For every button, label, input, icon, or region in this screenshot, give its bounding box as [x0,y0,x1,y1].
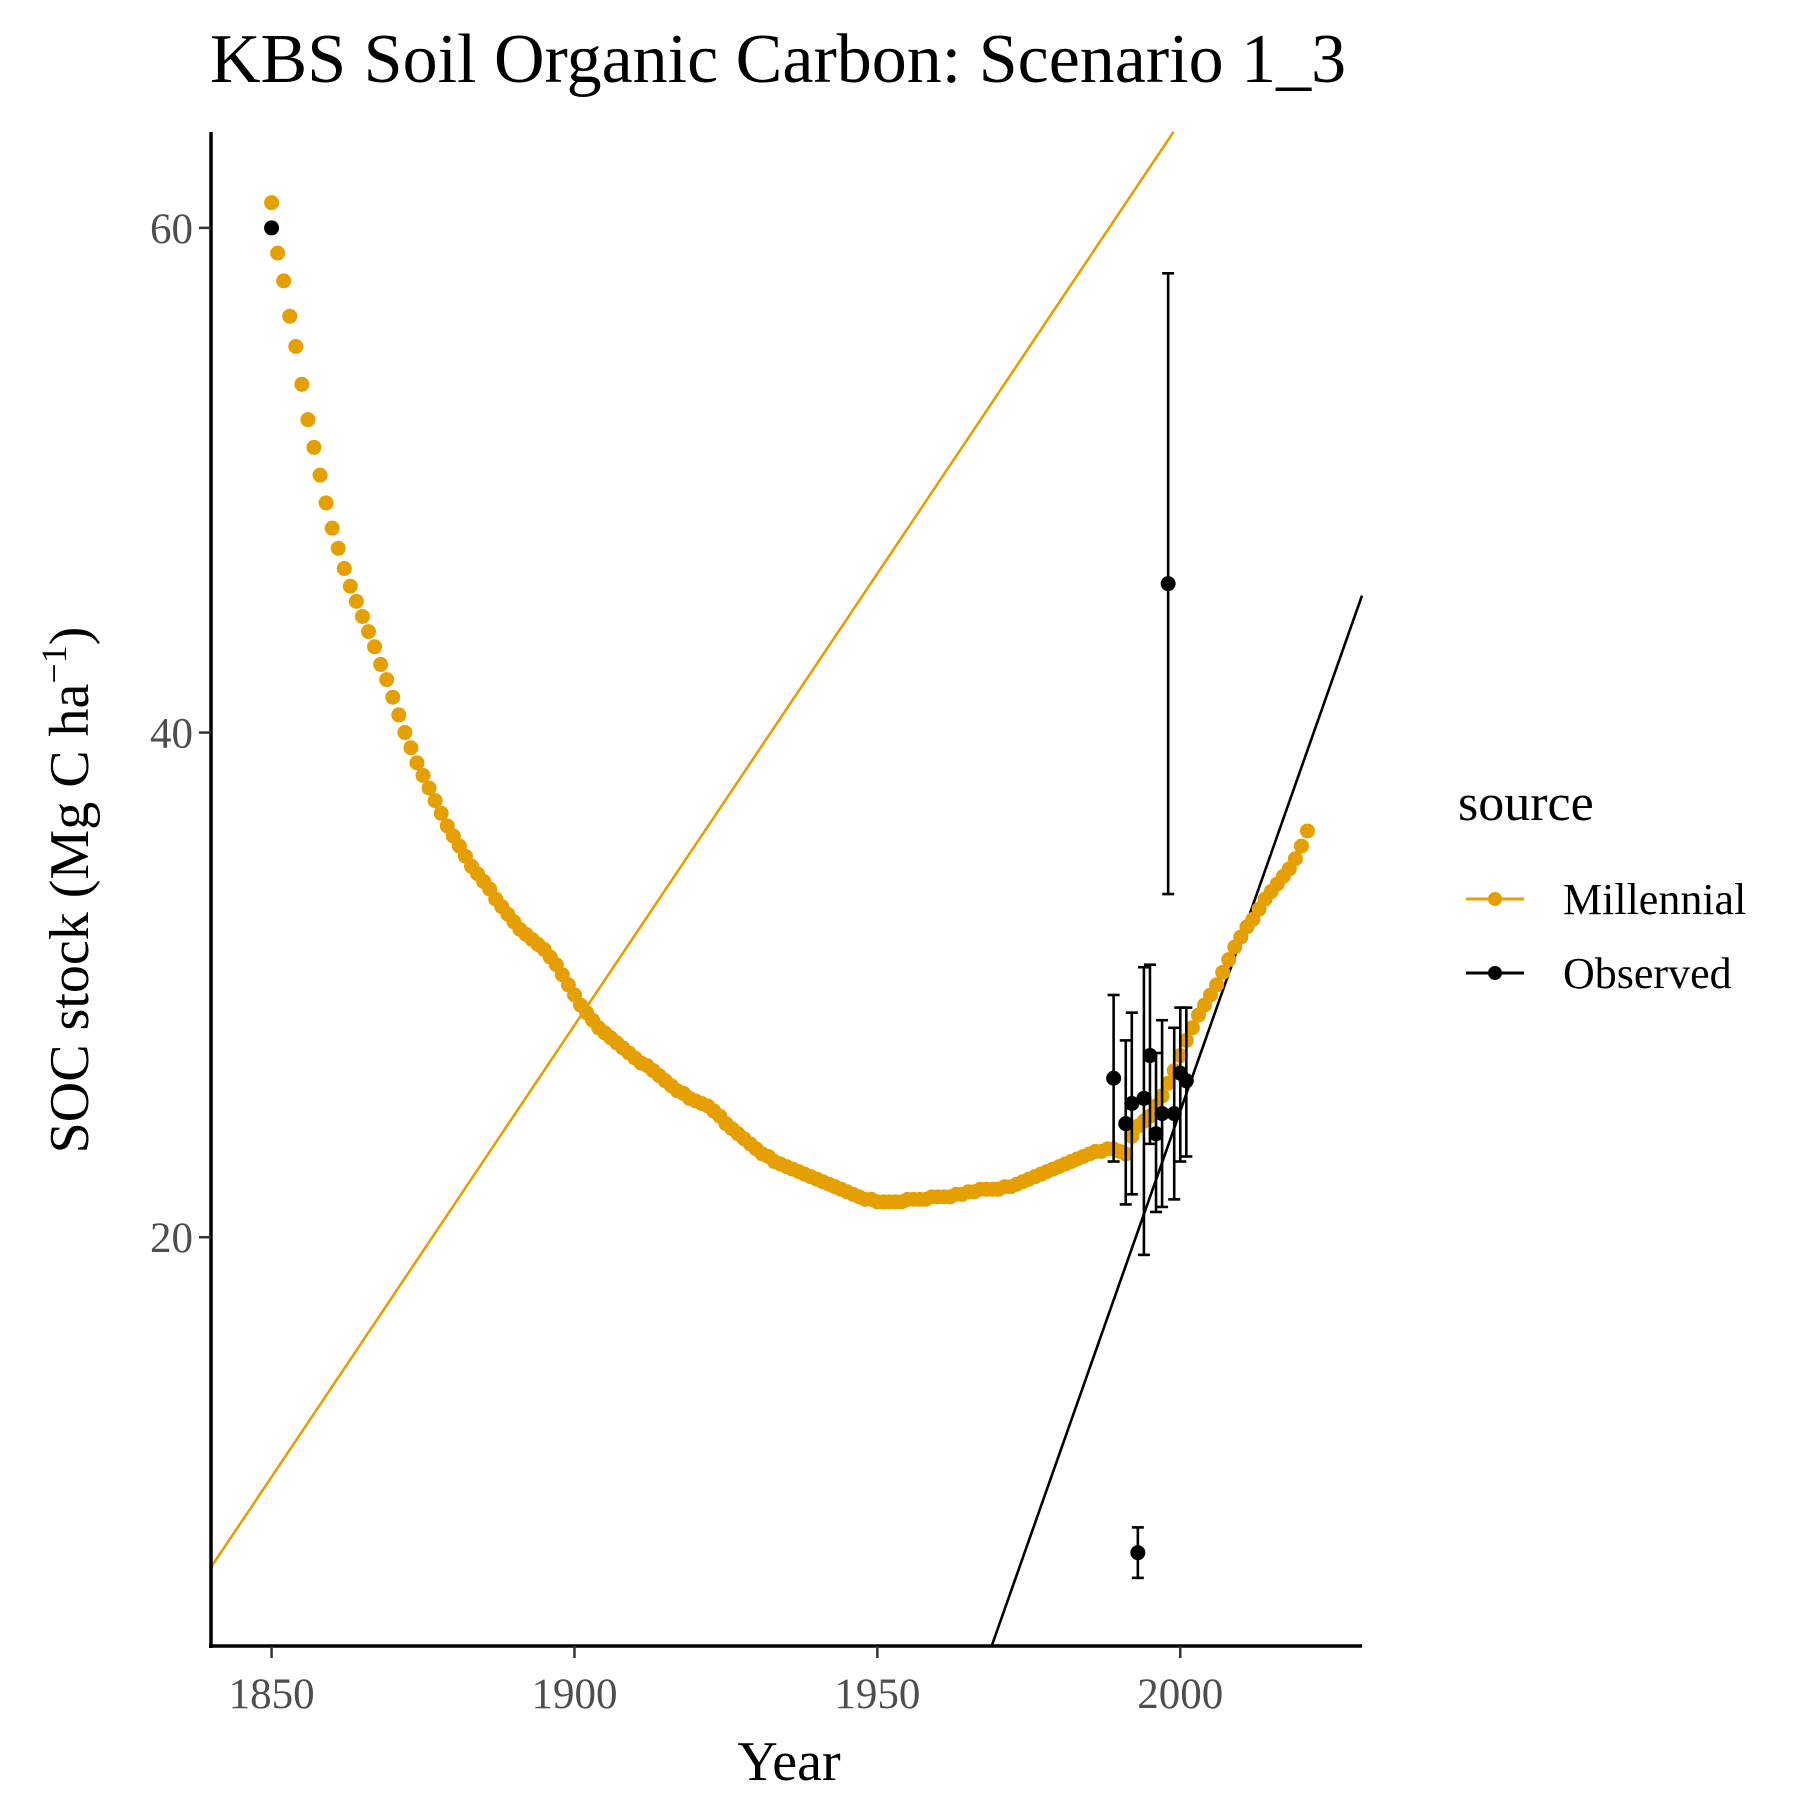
millennial-point [385,689,401,705]
observed-point [1154,1106,1170,1122]
millennial-point [1215,964,1231,980]
y-axis-title-close: ) [39,627,101,646]
millennial-point [354,608,370,624]
millennial-point [391,707,407,723]
millennial-point [288,338,304,354]
millennial-point [403,740,419,756]
millennial-point [324,520,340,536]
millennial-point [433,805,449,821]
millennial-point [342,578,358,594]
millennial-point [409,755,425,771]
legend: source Millennial Observed [1458,775,1746,998]
millennial-point [336,561,352,577]
observed-point [1160,576,1176,592]
millennial-point [270,245,286,261]
millennial-point [1209,977,1225,993]
x-tick-label: 1900 [531,1671,617,1718]
millennial-point [1293,838,1309,854]
observed-point [1166,1106,1182,1122]
plot-area [209,131,1364,1647]
millennial-point [330,540,346,556]
millennial-point [282,308,298,324]
observed-point [264,220,280,236]
legend-key-millennial-point [1488,892,1502,906]
observed-point [1130,1545,1146,1561]
millennial-point [348,593,364,609]
observed-point [1106,1070,1122,1086]
chart-title: KBS Soil Organic Carbon: Scenario 1_3 [210,21,1346,98]
millennial-point [1221,952,1237,968]
millennial-point [415,767,431,783]
trend-lines [209,131,1364,1647]
millennial-point [294,376,310,392]
legend-item-millennial: Millennial [1466,875,1746,924]
millennial-point [300,412,316,428]
legend-label-observed: Observed [1563,949,1732,998]
millennial-point [264,195,280,211]
millennial-series [264,195,1315,1210]
legend-label-millennial: Millennial [1563,875,1746,924]
y-tick-label: 60 [150,206,193,253]
observed-series [264,220,1194,1580]
millennial-point [421,780,437,796]
legend-item-observed: Observed [1466,949,1732,998]
y-tick-label: 40 [150,711,193,758]
y-axis-title: SOC stock (Mg C ha−1) [34,627,101,1154]
x-axis-ticks: 1850 1900 1950 2000 [229,1646,1223,1718]
x-tick-label: 2000 [1137,1671,1223,1718]
y-axis-title-exponent: −1 [34,645,74,683]
millennial-point [397,725,413,741]
millennial-point [367,639,383,655]
millennial-point [1160,1075,1176,1091]
observed-point [1118,1116,1134,1132]
millennial-point [361,624,377,640]
observed-point [1148,1126,1164,1142]
millennial-point [306,439,322,455]
x-tick-label: 1950 [834,1671,920,1718]
millennial-point [1287,851,1303,867]
millennial-point [427,793,443,809]
legend-key-observed-point [1488,966,1502,980]
observed-errorbar [1137,965,1150,1257]
millennial-point [1184,1020,1200,1036]
millennial-point [1299,823,1315,839]
observed-trend-line [990,595,1364,1647]
x-axis-title: Year [737,1731,841,1793]
millennial-point [318,495,334,511]
millennial-point [276,273,292,289]
x-tick-label: 1850 [229,1671,315,1718]
legend-title: source [1458,775,1594,832]
observed-point [1136,1090,1152,1106]
y-axis-title-main: SOC stock (Mg C ha [39,683,101,1153]
millennial-trend-line [209,131,1175,1568]
y-tick-label: 20 [150,1215,193,1262]
millennial-point [312,467,328,483]
millennial-point [373,656,389,672]
y-axis-ticks: 20 40 60 [150,206,211,1262]
observed-point [1178,1073,1194,1089]
observed-point [1124,1095,1140,1111]
millennial-point [379,672,395,688]
